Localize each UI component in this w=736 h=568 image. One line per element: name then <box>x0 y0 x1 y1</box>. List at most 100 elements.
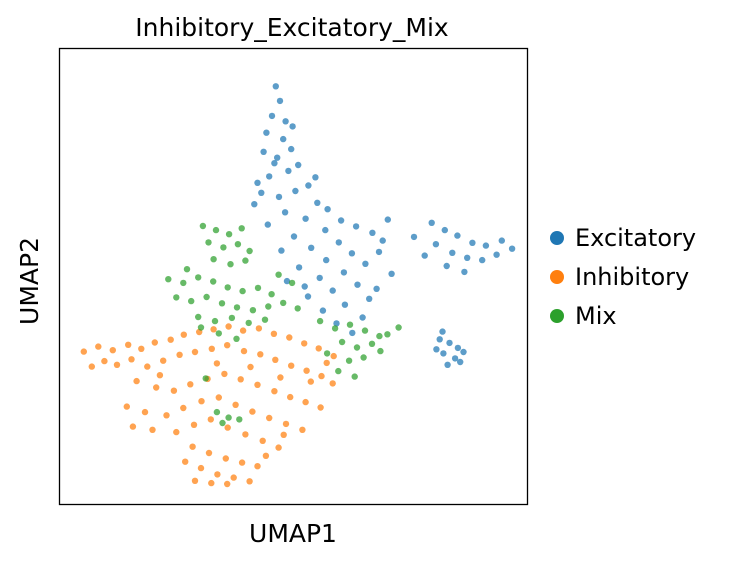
data-point-inhibitory-85 <box>213 360 221 367</box>
data-point-inhibitory-46 <box>141 408 149 416</box>
data-point-inhibitory-41 <box>271 388 278 395</box>
data-point-inhibitory-77 <box>224 480 231 488</box>
data-point-mix-37 <box>376 332 383 340</box>
data-point-excitatory-53 <box>271 160 278 167</box>
legend: Excitatory Inhibitory Mix <box>550 224 696 330</box>
data-point-mix-51 <box>233 335 240 342</box>
data-point-mix-22 <box>218 300 226 307</box>
data-point-inhibitory-42 <box>287 393 294 401</box>
data-point-inhibitory-75 <box>191 477 199 484</box>
data-point-excitatory-45 <box>333 320 340 327</box>
data-point-inhibitory-65 <box>189 443 196 450</box>
data-point-excitatory-35 <box>340 269 348 276</box>
data-point-mix-39 <box>353 344 361 351</box>
data-point-excitatory-34 <box>295 264 303 271</box>
data-point-inhibitory-48 <box>180 404 187 412</box>
data-point-excitatory-62 <box>508 245 516 252</box>
data-point-inhibitory-16 <box>315 345 322 352</box>
data-point-excitatory-1 <box>276 97 284 105</box>
data-point-mix-21 <box>203 293 210 301</box>
data-point-mix-29 <box>211 317 219 325</box>
data-point-excitatory-29 <box>308 244 315 251</box>
data-point-excitatory-78 <box>433 346 440 353</box>
data-point-mix-49 <box>215 330 222 337</box>
data-point-mix-53 <box>225 414 232 421</box>
data-point-inhibitory-51 <box>232 401 239 408</box>
data-point-inhibitory-72 <box>214 471 221 478</box>
data-point-excitatory-0 <box>272 83 279 90</box>
data-point-mix-26 <box>280 299 287 307</box>
data-point-mix-25 <box>265 303 272 310</box>
data-point-inhibitory-30 <box>303 367 310 374</box>
data-point-excitatory-42 <box>341 301 349 308</box>
scatter-points <box>80 83 516 488</box>
data-point-mix-56 <box>202 375 209 382</box>
data-point-mix-52 <box>213 408 221 416</box>
data-point-inhibitory-22 <box>176 351 183 358</box>
data-point-inhibitory-15 <box>301 340 308 347</box>
data-point-excitatory-61 <box>498 237 505 244</box>
data-point-inhibitory-40 <box>254 381 261 388</box>
data-point-excitatory-52 <box>312 174 319 181</box>
data-point-excitatory-10 <box>285 167 292 175</box>
data-point-excitatory-20 <box>302 215 309 222</box>
data-point-mix-42 <box>323 350 331 357</box>
data-point-mix-1 <box>212 226 220 234</box>
data-point-inhibitory-9 <box>210 326 217 333</box>
data-point-excitatory-72 <box>436 336 443 343</box>
data-point-inhibitory-25 <box>224 342 231 349</box>
data-point-mix-31 <box>245 319 252 327</box>
data-point-inhibitory-2 <box>109 347 117 354</box>
data-point-excitatory-5 <box>280 135 287 143</box>
data-point-inhibitory-14 <box>286 334 293 341</box>
data-point-inhibitory-66 <box>205 449 213 457</box>
data-point-inhibitory-84 <box>323 359 330 367</box>
data-point-excitatory-47 <box>301 283 308 290</box>
data-point-excitatory-46 <box>349 329 356 337</box>
data-point-inhibitory-44 <box>317 404 324 411</box>
data-point-excitatory-36 <box>316 274 323 282</box>
data-point-mix-27 <box>294 305 301 312</box>
data-point-inhibitory-20 <box>144 363 151 370</box>
data-point-excitatory-66 <box>479 256 486 264</box>
data-point-inhibitory-61 <box>224 424 231 431</box>
data-point-excitatory-75 <box>440 350 447 357</box>
data-point-inhibitory-60 <box>207 416 214 423</box>
data-point-inhibitory-28 <box>272 356 279 363</box>
data-point-mix-50 <box>197 324 205 331</box>
data-point-excitatory-28 <box>379 237 386 244</box>
legend-label-inhibitory: Inhibitory <box>575 263 689 291</box>
data-point-excitatory-41 <box>366 295 373 302</box>
data-point-excitatory-23 <box>352 223 360 230</box>
legend-label-mix: Mix <box>575 302 617 330</box>
data-point-inhibitory-63 <box>259 437 266 444</box>
data-point-inhibitory-4 <box>138 345 145 352</box>
data-point-mix-9 <box>227 261 234 268</box>
data-point-inhibitory-79 <box>280 431 287 438</box>
data-point-inhibitory-1 <box>95 343 102 350</box>
data-point-inhibitory-7 <box>180 331 187 338</box>
data-point-mix-41 <box>384 331 391 338</box>
data-point-inhibitory-59 <box>190 421 198 428</box>
data-point-inhibitory-23 <box>191 348 199 356</box>
data-point-inhibitory-29 <box>288 362 295 369</box>
data-point-mix-2 <box>225 231 233 238</box>
data-point-inhibitory-18 <box>113 361 121 368</box>
data-point-inhibitory-80 <box>101 357 108 365</box>
data-point-excitatory-79 <box>444 361 451 368</box>
legend-marker-excitatory <box>550 231 564 245</box>
data-point-inhibitory-0 <box>80 348 88 355</box>
legend-label-excitatory: Excitatory <box>575 224 696 252</box>
data-point-inhibitory-68 <box>238 459 246 466</box>
data-point-inhibitory-10 <box>225 323 232 330</box>
legend-marker-mix <box>550 309 564 323</box>
data-point-excitatory-21 <box>337 217 345 224</box>
data-point-inhibitory-54 <box>282 420 290 428</box>
data-point-inhibitory-11 <box>239 327 247 334</box>
data-point-inhibitory-70 <box>182 458 189 465</box>
data-point-inhibitory-86 <box>247 363 254 371</box>
data-point-inhibitory-3 <box>125 341 132 348</box>
data-point-mix-35 <box>346 321 354 328</box>
data-point-excitatory-11 <box>266 173 273 180</box>
